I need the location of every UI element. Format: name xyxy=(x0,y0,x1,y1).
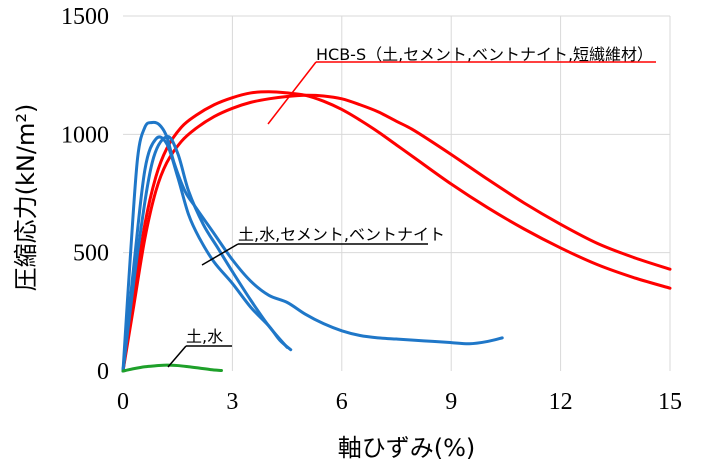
annotation-label: 土,水 xyxy=(186,327,223,346)
x-tick-label: 15 xyxy=(658,389,682,415)
series-line-0 xyxy=(121,90,672,373)
series-line-4 xyxy=(121,135,289,373)
annotation-pointer xyxy=(167,345,187,368)
x-tick-label: 3 xyxy=(226,389,238,415)
y-tick-label: 1500 xyxy=(61,4,109,30)
annotation-1: 土,水,セメント,ベントナイト xyxy=(201,225,445,266)
x-axis-title: 軸ひずみ(%) xyxy=(338,434,476,462)
series-line-1 xyxy=(121,93,672,373)
series-line-5 xyxy=(121,363,223,373)
annotations: HCB-S（土,セメント,ベントナイト,短繊維材） 土,水,セメント,ベントナイト… xyxy=(167,45,656,368)
y-tick-label: 500 xyxy=(73,241,109,267)
axis-titles: 軸ひずみ(%) 圧縮応力(kN/m²) xyxy=(12,104,475,462)
annotation-pointer xyxy=(267,61,317,125)
y-tick-label: 0 xyxy=(97,359,109,385)
annotation-0: HCB-S（土,セメント,ベントナイト,短繊維材） xyxy=(267,45,656,125)
x-tick-label: 0 xyxy=(117,389,129,415)
x-tick-label: 9 xyxy=(445,389,457,415)
annotation-2: 土,水 xyxy=(167,327,232,368)
series-layer xyxy=(121,90,672,373)
x-tick-label: 12 xyxy=(549,389,573,415)
tick-labels: 0 3 6 9 12 15 0 500 1000 1500 xyxy=(61,4,682,415)
series-line-2 xyxy=(121,120,504,373)
grid-lines xyxy=(123,15,671,371)
annotation-label: HCB-S（土,セメント,ベントナイト,短繊維材） xyxy=(316,45,653,64)
annotation-pointer xyxy=(201,243,239,266)
annotation-label: 土,水,セメント,ベントナイト xyxy=(238,225,445,244)
y-axis-title: 圧縮応力(kN/m²) xyxy=(12,104,40,292)
x-tick-label: 6 xyxy=(336,389,348,415)
y-tick-label: 1000 xyxy=(61,122,109,148)
